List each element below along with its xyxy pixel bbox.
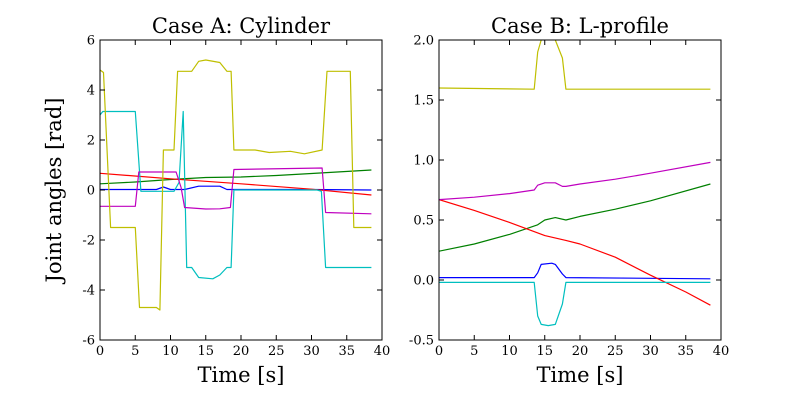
- x-tick-label: 10: [162, 344, 179, 359]
- panel-b: 0 5 10 15 20 25 30 35 40 -0.5 0.0 0.5 1.0 1.5 2.0 Case …: [409, 14, 729, 387]
- series-line-6: [439, 40, 711, 90]
- y-tick-label: -6: [82, 334, 95, 349]
- x-tick-label: 20: [572, 344, 589, 359]
- y-tick-label: 6: [87, 34, 95, 49]
- y-tick-label: 2: [87, 134, 95, 149]
- y-tick-label: 1.5: [413, 94, 434, 109]
- y-tick-label: 0: [87, 184, 95, 199]
- y-tick-label: -4: [82, 284, 95, 299]
- series-line-2: [100, 169, 372, 185]
- series-group: [100, 59, 372, 311]
- series-group: [439, 40, 711, 327]
- series-line-3: [100, 172, 372, 196]
- series-line-6: [100, 59, 372, 311]
- panel-a: 0 5 10 15 20 25 30 35 40 -6 -4 -2 0 2 4 6 Case A: Cylind…: [82, 14, 390, 387]
- series-line-5: [100, 167, 372, 215]
- x-tick-label: 30: [303, 344, 320, 359]
- y-tick-label: 0.5: [413, 214, 434, 229]
- y-tick-label: 2.0: [413, 34, 434, 49]
- x-axis-label: Time [s]: [537, 363, 624, 387]
- y-tick-label: 0.0: [413, 274, 434, 289]
- y-tick-label: 4: [87, 84, 95, 99]
- series-line-4: [100, 110, 372, 280]
- figure-ylabel: Joint angles [rad]: [42, 98, 66, 285]
- x-tick-label: 25: [607, 344, 624, 359]
- y-tick-label: -2: [82, 234, 95, 249]
- x-tick-label: 35: [677, 344, 694, 359]
- series-line-5: [439, 161, 711, 201]
- series-line-3: [439, 199, 711, 306]
- x-tick-label: 0: [435, 344, 443, 359]
- x-tick-label: 40: [374, 344, 391, 359]
- chart-title: Case B: L-profile: [491, 14, 669, 38]
- x-tick-label: 10: [501, 344, 518, 359]
- x-tick-label: 30: [642, 344, 659, 359]
- x-tick-label: 20: [233, 344, 250, 359]
- chart-title: Case A: Cylinder: [152, 14, 331, 38]
- x-axis-label: Time [s]: [198, 363, 285, 387]
- x-tick-label: 5: [131, 344, 139, 359]
- series-line-1: [439, 262, 711, 280]
- x-tick-label: 35: [338, 344, 355, 359]
- x-tick-label: 25: [268, 344, 285, 359]
- x-tick-label: 15: [197, 344, 214, 359]
- plot-frame: [438, 39, 722, 341]
- y-tick-label: 1.0: [413, 154, 434, 169]
- x-tick-label: 0: [96, 344, 104, 359]
- x-tick-label: 40: [713, 344, 730, 359]
- series-line-2: [439, 183, 711, 252]
- x-tick-label: 15: [536, 344, 553, 359]
- x-tick-label: 5: [470, 344, 478, 359]
- series-line-4: [439, 281, 711, 327]
- y-tick-label: -0.5: [409, 334, 434, 349]
